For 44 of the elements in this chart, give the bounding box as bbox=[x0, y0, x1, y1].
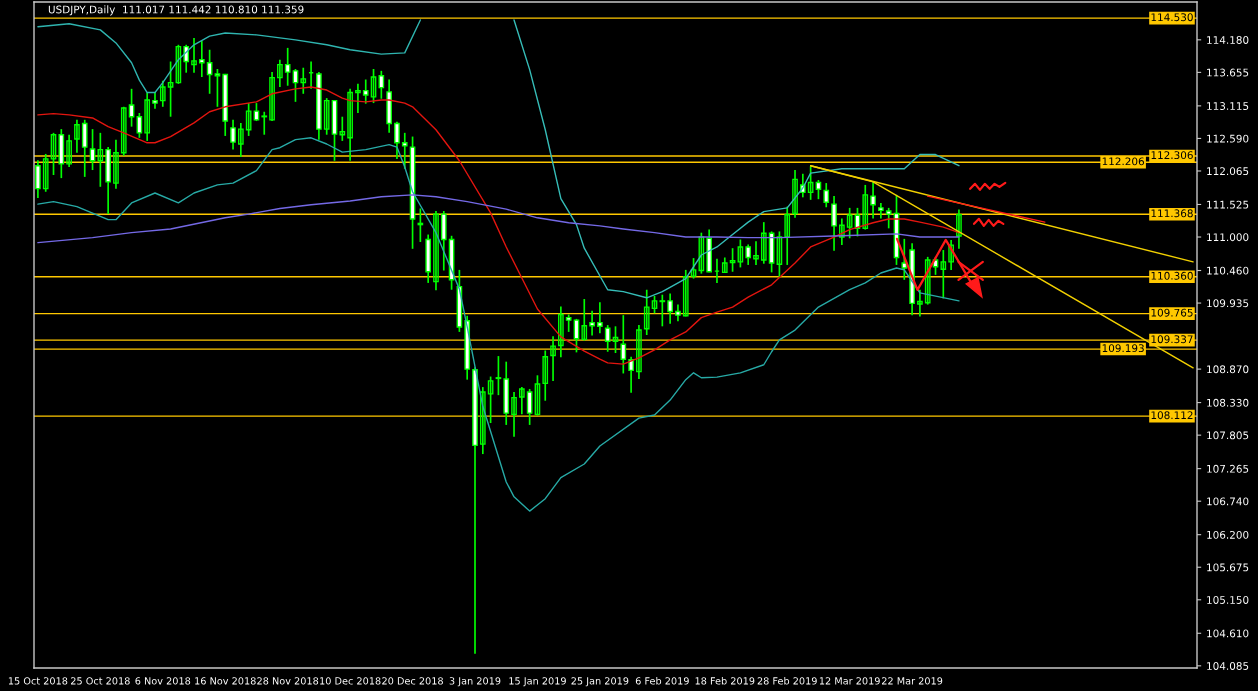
chart-title: USDJPY,Daily 111.017 111.442 110.810 111.359 bbox=[48, 5, 304, 16]
ref-line-label: 109.193 bbox=[1102, 344, 1144, 353]
y-tick-label: 107.265 bbox=[1207, 464, 1249, 473]
x-tick-label: 25 Jan 2019 bbox=[571, 677, 629, 687]
x-tick-label: 20 Dec 2018 bbox=[382, 677, 443, 685]
y-tick-label: 111.000 bbox=[1207, 233, 1249, 242]
y-tick-label: 109.935 bbox=[1207, 299, 1249, 308]
ref-line-label: 112.206 bbox=[1102, 157, 1145, 166]
y-tick-label: 104.085 bbox=[1207, 662, 1249, 670]
y-tick-label: 106.740 bbox=[1207, 497, 1249, 506]
x-tick-label: 6 Nov 2018 bbox=[135, 677, 191, 685]
x-tick-label: 28 Feb 2019 bbox=[757, 677, 817, 685]
y-tick-label: 113.115 bbox=[1207, 102, 1249, 110]
y-tick-label: 111.525 bbox=[1207, 200, 1249, 209]
ref-line-label: 114.530 bbox=[1151, 13, 1193, 22]
y-tick-label: 108.330 bbox=[1207, 398, 1249, 407]
ref-line-label: 109.765 bbox=[1151, 308, 1193, 317]
ref-line-label: 112.306 bbox=[1151, 151, 1193, 160]
y-tick-label: 110.460 bbox=[1207, 266, 1249, 275]
x-tick-label: 28 Nov 2018 bbox=[257, 677, 319, 685]
x-tick-label: 10 Dec 2018 bbox=[320, 677, 381, 685]
y-tick-label: 106.200 bbox=[1207, 530, 1249, 539]
y-tick-label: 107.805 bbox=[1207, 431, 1249, 440]
y-tick-label: 105.675 bbox=[1207, 563, 1249, 572]
y-tick-label: 113.655 bbox=[1207, 68, 1249, 77]
y-tick-label: 112.065 bbox=[1207, 167, 1249, 176]
x-tick-label: 15 Oct 2018 bbox=[8, 677, 68, 685]
x-tick-label: 18 Feb 2019 bbox=[695, 677, 755, 685]
ref-line-label: 108.112 bbox=[1151, 411, 1193, 420]
y-tick-label: 105.150 bbox=[1207, 596, 1249, 604]
ref-line-label: 109.337 bbox=[1151, 335, 1193, 344]
x-tick-label: 16 Nov 2018 bbox=[195, 677, 256, 685]
x-tick-label: 6 Feb 2019 bbox=[635, 677, 689, 685]
x-tick-label: 22 Mar 2019 bbox=[882, 677, 943, 685]
x-tick-label: 3 Jan 2019 bbox=[449, 677, 501, 687]
y-tick-label: 114.180 bbox=[1207, 36, 1249, 44]
y-tick-label: 104.610 bbox=[1207, 629, 1249, 638]
x-tick-label: 12 Mar 2019 bbox=[819, 677, 880, 685]
ref-line-label: 110.360 bbox=[1151, 271, 1193, 280]
ref-line-label: 111.368 bbox=[1151, 209, 1193, 218]
y-tick-label: 108.870 bbox=[1207, 365, 1249, 374]
x-tick-label: 15 Jan 2019 bbox=[509, 677, 566, 687]
x-tick-label: 25 Oct 2018 bbox=[71, 677, 130, 685]
y-tick-label: 112.590 bbox=[1207, 134, 1249, 143]
